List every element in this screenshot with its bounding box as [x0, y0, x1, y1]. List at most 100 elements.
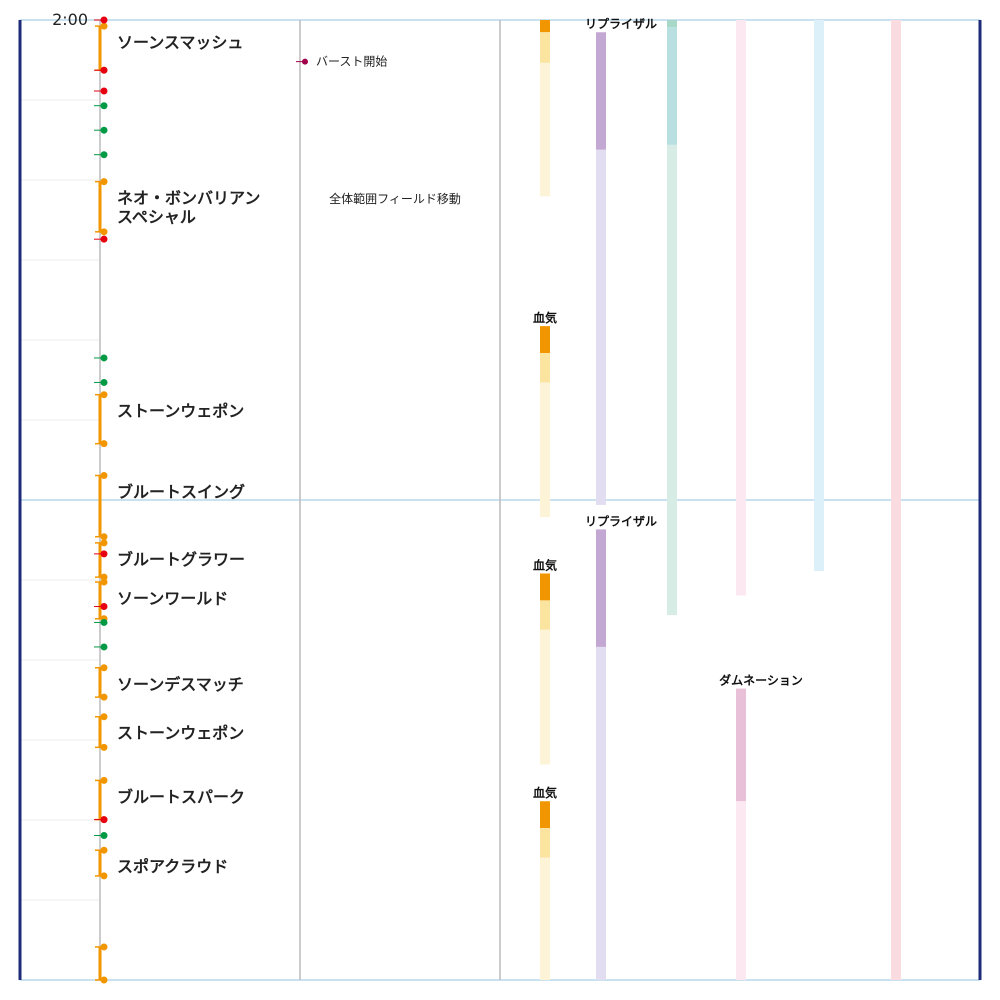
- buff-segment-active: [596, 32, 606, 150]
- skill-label-line: ソーンワールド: [117, 589, 228, 608]
- skill-block: ブルートグラワー: [95, 539, 245, 581]
- buff-segment-active: [540, 801, 550, 829]
- buff-segment-active: [596, 529, 606, 647]
- buff-bar: 血気: [533, 785, 557, 980]
- skill-label-line: ブルートグラワー: [117, 550, 245, 569]
- event-markers: [94, 16, 108, 840]
- skill-block: ブルートスパーク: [95, 776, 245, 824]
- skill-label: ソーンスマッシュ: [117, 33, 243, 52]
- skill-dot-start: [100, 391, 108, 399]
- buff-bar: [667, 20, 677, 616]
- timeline-frame: [18, 20, 982, 980]
- skill-label-line: スペシャル: [117, 208, 196, 227]
- buff-segment-mid: [540, 828, 550, 858]
- buff-label: 血気: [533, 557, 557, 572]
- skill-dot-start: [100, 578, 108, 586]
- green-marker: [100, 102, 108, 110]
- skill-dot-end: [100, 228, 108, 236]
- skill-block: ストーンウェポン: [95, 713, 244, 751]
- buff-label: 血気: [533, 310, 557, 325]
- skill-dot-start: [100, 664, 108, 672]
- buff-label: リプライザル: [585, 16, 657, 31]
- buff-segment-light: [736, 801, 746, 980]
- buff-bar: 血気: [533, 310, 557, 518]
- red-marker: [100, 16, 108, 24]
- note-label: 全体範囲フィールド移動: [329, 191, 461, 206]
- skill-dot-end: [100, 533, 108, 541]
- green-marker: [100, 378, 108, 386]
- skill-label: スポアクラウド: [117, 857, 228, 876]
- skill-dot-start: [100, 22, 108, 30]
- note-dot: [302, 58, 308, 65]
- buff-bar: ダムネーション: [719, 673, 803, 980]
- buff-label: ダムネーション: [719, 673, 803, 688]
- start-time-label: 2:00: [52, 10, 88, 29]
- skill-label-line: ブルートスイング: [117, 483, 245, 502]
- red-marker: [100, 550, 108, 558]
- skill-dot-end: [100, 872, 108, 880]
- buff-segment-active: [540, 326, 550, 354]
- skill-dot-start: [100, 713, 108, 721]
- buff-segment-light: [540, 857, 550, 980]
- skill-dot-end: [100, 743, 108, 751]
- skill-label: ネオ・ボンバリアンスペシャル: [117, 189, 260, 227]
- buff-segment-active: [667, 20, 677, 28]
- skill-track: ソーンスマッシュネオ・ボンバリアンスペシャルストーンウェポンブルートスイングブル…: [95, 22, 260, 984]
- buff-segment-active: [540, 573, 550, 601]
- buff-segment-light: [540, 62, 550, 197]
- note-label: バースト開始: [316, 55, 387, 69]
- buff-segment-light: [667, 144, 677, 616]
- skill-label-line: ソーンデスマッチ: [117, 675, 244, 694]
- skill-block: ネオ・ボンバリアンスペシャル: [95, 178, 260, 236]
- red-marker: [100, 87, 108, 95]
- skill-dot-end: [100, 976, 108, 984]
- buff-bar: リプライザル: [585, 16, 657, 505]
- buff-segment-mid: [736, 688, 746, 802]
- skill-label: ブルートスパーク: [117, 787, 245, 806]
- buff-label: 血気: [533, 785, 557, 800]
- red-marker: [100, 816, 108, 824]
- red-marker: [100, 235, 108, 243]
- buff-segment-mid: [540, 353, 550, 383]
- skill-label: ソーンデスマッチ: [117, 675, 244, 694]
- buff-segment-light: [540, 382, 550, 518]
- skill-dot-end: [100, 440, 108, 448]
- skill-label: ソーンワールド: [117, 589, 228, 608]
- green-marker: [100, 832, 108, 840]
- skill-dot-start: [100, 539, 108, 547]
- buff-segment-light: [596, 149, 606, 505]
- skill-block: ソーンデスマッチ: [95, 664, 244, 701]
- green-marker: [100, 618, 108, 626]
- skill-dot-start: [100, 178, 108, 186]
- skill-dot-start: [100, 846, 108, 854]
- skill-block: ブルートスイング: [95, 472, 245, 541]
- skill-block: スポアクラウド: [95, 846, 228, 880]
- skill-block: [95, 943, 108, 984]
- buff-segment-mid: [667, 27, 677, 145]
- skill-dot-start: [100, 472, 108, 480]
- buff-segment-light: [540, 629, 550, 765]
- buff-bar: リプライザル: [585, 513, 657, 980]
- skill-block: ソーンワールド: [95, 578, 228, 623]
- skill-block: ソーンスマッシュ: [95, 22, 243, 74]
- skill-label-line: ネオ・ボンバリアン: [117, 189, 260, 208]
- buff-segment-light: [814, 20, 824, 572]
- skill-label-line: スポアクラウド: [117, 857, 228, 876]
- buff-segment-light: [891, 20, 901, 980]
- skill-dot-end: [100, 573, 108, 581]
- skill-label: ブルートスイング: [117, 483, 245, 502]
- skill-label-line: ストーンウェポン: [117, 402, 244, 421]
- buff-bar: [891, 20, 901, 980]
- buff-bar: 血気: [533, 557, 557, 765]
- buff-segment-mid: [540, 600, 550, 630]
- buff-bar: [814, 20, 824, 572]
- skill-label: ストーンウェポン: [117, 724, 244, 743]
- buff-bar: [736, 20, 746, 596]
- buff-label: リプライザル: [585, 513, 657, 528]
- skill-label: ストーンウェポン: [117, 402, 244, 421]
- red-marker: [100, 66, 108, 74]
- red-marker: [100, 603, 108, 611]
